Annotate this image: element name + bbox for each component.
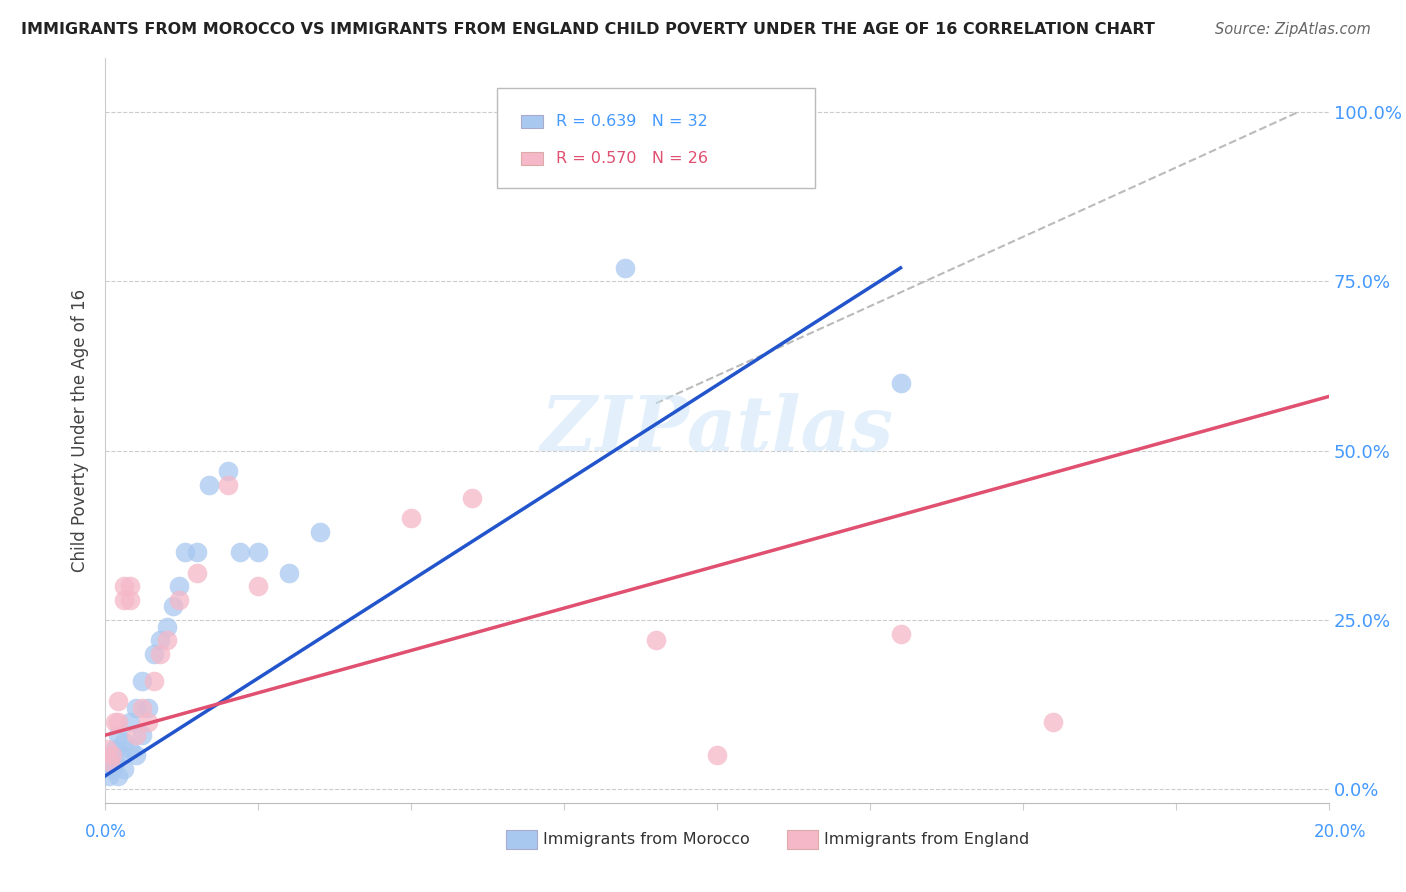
Point [107,714,129,729]
Point [96,741,118,756]
Point [125,728,148,742]
Point [125,748,148,763]
Point [186,566,208,580]
Point [107,769,129,783]
Point [98,755,121,769]
Point [155,620,177,634]
Point [97,769,120,783]
Text: Immigrants from England: Immigrants from England [824,832,1029,847]
Text: 0.0%: 0.0% [84,822,127,840]
Point [118,714,141,729]
Point [308,524,330,539]
Text: Immigrants from Morocco: Immigrants from Morocco [543,832,749,847]
Text: ZIPatlas: ZIPatlas [540,393,894,467]
Point [125,701,148,715]
Point [247,579,270,593]
Point [889,376,911,390]
Point [100,748,122,763]
Point [107,694,129,708]
Point [229,545,252,559]
Point [112,735,135,749]
Point [104,714,127,729]
Point [706,748,728,763]
Text: IMMIGRANTS FROM MOROCCO VS IMMIGRANTS FROM ENGLAND CHILD POVERTY UNDER THE AGE O: IMMIGRANTS FROM MOROCCO VS IMMIGRANTS FR… [21,22,1154,37]
Point [100,762,122,776]
Point [118,592,141,607]
Point [198,477,221,491]
FancyBboxPatch shape [496,87,815,188]
Point [131,673,153,688]
Point [149,633,172,648]
Text: R = 0.570   N = 26: R = 0.570 N = 26 [555,151,707,166]
Point [217,477,239,491]
Point [1042,714,1064,729]
Point [614,260,637,275]
Point [217,464,239,478]
Point [167,592,190,607]
Point [143,647,166,661]
Point [889,626,911,640]
Point [155,633,177,648]
Point [118,579,141,593]
Point [136,701,159,715]
Point [174,545,197,559]
Point [131,701,153,715]
Point [162,599,184,614]
Point [399,511,422,525]
Bar [522,114,543,128]
Point [100,748,122,763]
Point [110,748,132,763]
Point [167,579,190,593]
Y-axis label: Child Poverty Under the Age of 16: Child Poverty Under the Age of 16 [72,289,90,572]
Point [186,545,208,559]
Point [112,592,135,607]
Text: R = 0.639   N = 32: R = 0.639 N = 32 [555,114,707,128]
Text: 20.0%: 20.0% [1313,822,1367,840]
Point [104,741,127,756]
Point [112,762,135,776]
Point [131,728,153,742]
Point [112,579,135,593]
Point [143,673,166,688]
Point [149,647,172,661]
Point [644,633,666,648]
Point [107,728,129,742]
Point [277,566,299,580]
Point [104,755,127,769]
Text: Source: ZipAtlas.com: Source: ZipAtlas.com [1215,22,1371,37]
Point [118,741,141,756]
Bar [522,152,543,165]
Point [247,545,270,559]
Point [461,491,484,505]
Point [136,714,159,729]
